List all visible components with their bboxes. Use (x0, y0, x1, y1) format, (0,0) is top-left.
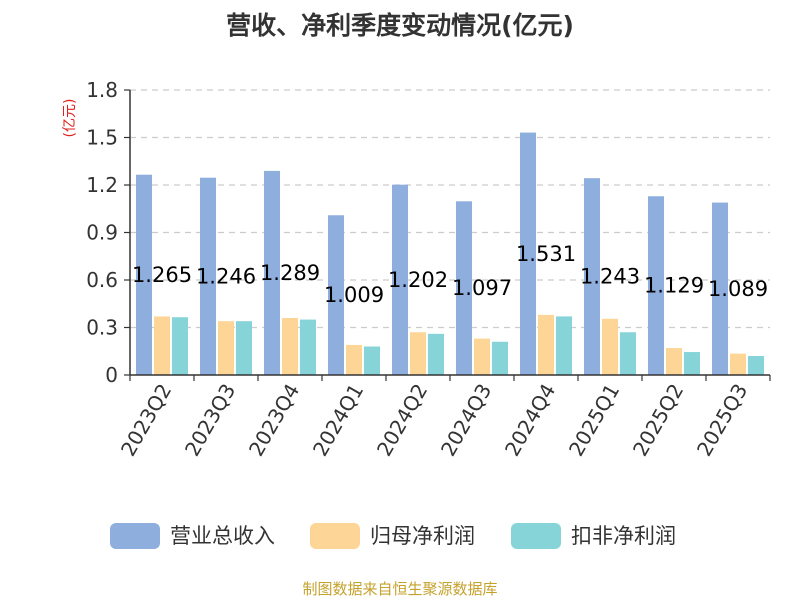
bar-net-profit (602, 318, 618, 375)
bar-net-profit (346, 344, 362, 375)
bar-value-label: 1.243 (580, 265, 640, 289)
x-tick-label: 2024Q1 (308, 380, 368, 461)
legend-swatch (310, 523, 360, 549)
bar-deducted-net-profit (748, 356, 764, 375)
y-tick-label: 0.9 (86, 221, 118, 245)
bar-deducted-net-profit (364, 346, 380, 375)
bar-deducted-net-profit (428, 333, 444, 375)
bar-net-profit (154, 316, 170, 375)
bar-net-profit (538, 314, 554, 375)
bar-value-label: 1.265 (132, 263, 192, 287)
bar-deducted-net-profit (620, 332, 636, 375)
bar-deducted-net-profit (300, 319, 316, 375)
bar-revenue (648, 196, 664, 375)
bar-net-profit (474, 338, 490, 375)
x-tick-label: 2024Q2 (372, 380, 432, 461)
y-tick-label: 1.8 (86, 78, 118, 102)
legend-label: 扣非净利润 (571, 524, 676, 548)
y-unit-label: (亿元) (62, 99, 78, 138)
chart-title: 营收、净利季度变动情况(亿元) (226, 11, 574, 40)
x-tick-label: 2024Q4 (500, 380, 560, 461)
y-tick-label: 0 (105, 363, 118, 387)
bar-revenue (136, 174, 152, 375)
y-tick-label: 0.3 (86, 316, 118, 340)
bar-value-label: 1.202 (388, 268, 448, 292)
bar-net-profit (410, 332, 426, 375)
x-tick-label: 2025Q2 (628, 380, 688, 461)
bar-value-label: 1.129 (644, 274, 704, 298)
bar-value-label: 1.246 (196, 264, 256, 288)
bar-deducted-net-profit (172, 317, 188, 375)
bar-revenue (264, 170, 280, 375)
bar-revenue (200, 177, 216, 375)
bar-net-profit (666, 348, 682, 375)
bar-revenue (456, 201, 472, 375)
x-tick-label: 2024Q3 (436, 380, 496, 461)
bar-value-label: 1.531 (516, 242, 576, 266)
bar-revenue (712, 202, 728, 375)
bar-value-label: 1.097 (452, 276, 512, 300)
x-tick-label: 2023Q4 (244, 380, 304, 461)
bar-deducted-net-profit (684, 352, 700, 375)
bar-revenue (328, 215, 344, 375)
x-tick-label: 2023Q3 (180, 380, 240, 461)
legend-label: 归母净利润 (370, 524, 475, 548)
y-tick-label: 1.5 (86, 126, 118, 150)
x-tick-label: 2025Q3 (692, 380, 752, 461)
bar-net-profit (218, 321, 234, 375)
legend-label: 营业总收入 (170, 524, 275, 548)
x-tick-label: 2025Q1 (564, 380, 624, 461)
bar-value-label: 1.009 (324, 283, 384, 307)
bar-deducted-net-profit (236, 321, 252, 375)
data-source-note: 制图数据来自恒生聚源数据库 (302, 580, 498, 598)
bar-value-label: 1.089 (708, 277, 768, 301)
bars (136, 132, 764, 375)
x-tick-label: 2023Q2 (116, 380, 176, 461)
y-tick-label: 1.2 (86, 173, 118, 197)
y-tick-label: 0.6 (86, 268, 118, 292)
legend-swatch (511, 523, 561, 549)
bar-net-profit (282, 318, 298, 375)
legend-swatch (110, 523, 160, 549)
bar-revenue (584, 178, 600, 375)
bar-net-profit (730, 353, 746, 375)
bar-revenue (392, 184, 408, 375)
bar-deducted-net-profit (556, 316, 572, 375)
bar-value-label: 1.289 (260, 261, 320, 285)
bar-revenue (520, 132, 536, 375)
bar-deducted-net-profit (492, 341, 508, 375)
legend: 营业总收入 归母净利润 扣非净利润 (110, 523, 676, 549)
